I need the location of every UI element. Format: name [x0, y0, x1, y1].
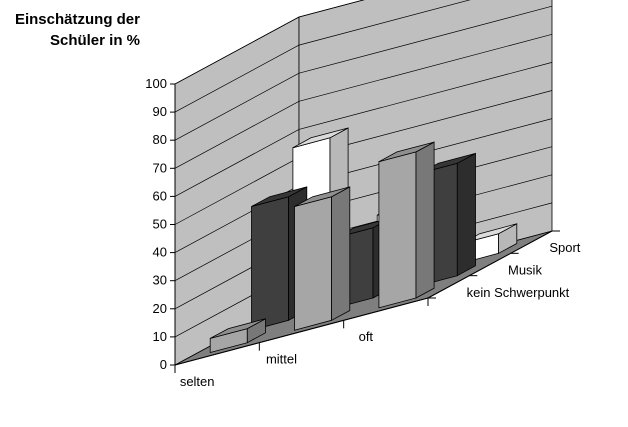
series-label: Musik — [508, 263, 542, 278]
bar-kein-schwerpunkt-selten — [209, 318, 266, 354]
y-tick-label: 70 — [153, 160, 167, 175]
bar-front-face — [294, 196, 333, 331]
y-tick-label: 20 — [153, 301, 167, 316]
chart-title-line-2: Schüler in % — [50, 32, 140, 49]
series-axis-line — [427, 230, 553, 299]
chart-walls — [174, 0, 553, 366]
y-tick-label: 80 — [153, 132, 167, 147]
category-label: oft — [359, 329, 374, 344]
category-axis-line — [174, 297, 429, 366]
y-tick-label: 30 — [153, 273, 167, 288]
bar-side-face — [331, 186, 351, 321]
gridline — [174, 5, 553, 141]
bar-side-face — [415, 141, 435, 299]
y-tick-label: 10 — [153, 329, 167, 344]
y-tick-label: 90 — [153, 104, 167, 119]
chart-bars — [209, 127, 518, 354]
series-label: kein Schwerpunkt — [467, 285, 570, 300]
chart-title-line-1: Einschätzung der — [15, 11, 140, 28]
gridline — [174, 0, 365, 85]
category-label: selten — [180, 374, 215, 389]
category-label: mittel — [266, 352, 297, 367]
bar-top-face — [292, 127, 349, 149]
bar-side-face — [456, 152, 476, 277]
bar-front-face — [251, 196, 290, 331]
bar-kein-schwerpunkt-mittel — [294, 186, 351, 331]
y-tick-label: 40 — [153, 245, 167, 260]
gridline — [174, 62, 553, 197]
bar-top-face — [210, 318, 266, 339]
series-label: Sport — [549, 240, 580, 255]
y-tick-label: 0 — [160, 357, 167, 372]
bar-kein-schwerpunkt-oft — [378, 141, 435, 309]
bar-top-face — [294, 186, 350, 207]
y-tick-label: 60 — [153, 188, 167, 203]
bar-front-face — [378, 151, 417, 309]
y-tick-label: 50 — [153, 217, 167, 232]
gridline — [174, 33, 553, 169]
y-tick-label: 100 — [145, 76, 167, 91]
bar-top-face — [378, 141, 435, 163]
chart-axes: 0 10 20 30 40 50 60 70 80 90 100 selten mittel oft kei… — [145, 76, 580, 389]
bar-top-face — [251, 186, 307, 207]
gridline — [174, 0, 471, 113]
